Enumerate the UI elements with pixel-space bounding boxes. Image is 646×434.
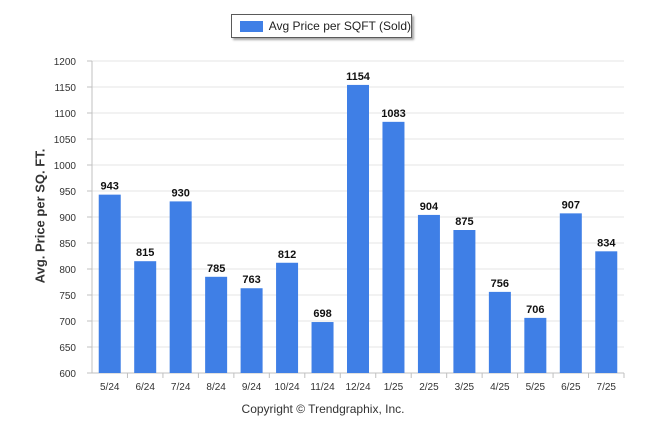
x-tick-label: 10/24 [275,382,300,393]
bar-value-label: 763 [242,274,260,286]
x-tick-label: 12/24 [345,382,370,393]
y-tick-label: 850 [59,239,76,250]
bar-value-label: 1154 [346,71,371,83]
bar-value-label: 815 [136,247,154,259]
y-tick-label: 700 [59,317,76,328]
x-tick-label: 7/24 [171,382,191,393]
bar[interactable] [453,230,476,373]
y-tick-label: 750 [59,291,76,302]
legend[interactable]: Avg Price per SQFT (Sold) [231,14,412,38]
y-tick-label: 650 [59,343,76,354]
bar[interactable] [559,213,582,373]
bar[interactable] [240,288,263,373]
data-labels: 943 815 930 785 763 812 698 1154 1083 904 875 756 70… [101,71,617,320]
x-tick-label: 8/24 [206,382,226,393]
y-tick-label: 1000 [54,161,77,172]
y-tick-label: 1100 [54,109,76,120]
bar[interactable] [382,121,405,373]
bar[interactable] [347,84,369,374]
y-tick-label: 950 [59,187,76,198]
bar[interactable] [595,251,618,373]
x-tick-label: 11/24 [310,382,335,393]
y-axis-title: Avg. Price per SQ. FT. [32,148,48,284]
bar-value-label: 698 [313,308,331,320]
copyright-text: Copyright © Trendgraphix, Inc. [241,402,405,416]
y-tick-label: 800 [59,265,76,276]
bar[interactable] [134,261,157,373]
x-tick-label: 5/25 [526,382,546,393]
bar-value-label: 834 [597,237,616,249]
bar-value-label: 943 [101,181,119,193]
bar-value-label: 706 [526,304,544,316]
y-tick-label: 600 [59,369,76,380]
x-tick-label: 6/25 [561,382,581,393]
bar[interactable] [311,322,334,373]
y-tick-label: 1150 [54,83,76,94]
x-tick-label: 7/25 [597,382,617,393]
x-tick-label: 6/24 [135,382,155,393]
bar[interactable] [98,194,121,373]
bar-value-label: 907 [562,199,580,211]
bar-value-label: 930 [171,187,189,199]
legend-swatch [240,20,263,32]
bar[interactable] [524,317,547,373]
bar-value-label: 785 [207,263,225,275]
legend-label: Avg Price per SQFT (Sold) [268,19,411,33]
y-tick-label: 1050 [54,135,77,146]
x-tick-label: 5/24 [100,382,120,393]
y-tick-label: 900 [59,213,76,224]
x-tick-labels: 5/24 6/24 7/24 8/24 9/24 10/24 11/24 12/24 1/25 2… [100,382,616,393]
bar-value-label: 756 [491,278,509,290]
bar[interactable] [169,201,192,373]
bar-value-label: 904 [420,201,439,213]
bar[interactable] [276,262,299,373]
bar[interactable] [417,214,440,373]
bars [98,84,618,374]
x-tick-label: 1/25 [384,382,404,393]
bar-value-label: 812 [278,249,296,261]
bar[interactable] [205,276,228,373]
x-tick-label: 3/25 [455,382,475,393]
x-tick-label: 2/25 [419,382,439,393]
x-tick-label: 9/24 [242,382,262,393]
bar-value-label: 875 [455,216,473,228]
y-tick-label: 1200 [54,57,77,68]
x-tick-label: 4/25 [490,382,510,393]
bar-value-label: 1083 [381,108,405,120]
y-tick-labels: 600 650 700 750 800 850 900 950 1000 1050 1100 1150… [54,57,77,380]
bar[interactable] [488,291,511,373]
